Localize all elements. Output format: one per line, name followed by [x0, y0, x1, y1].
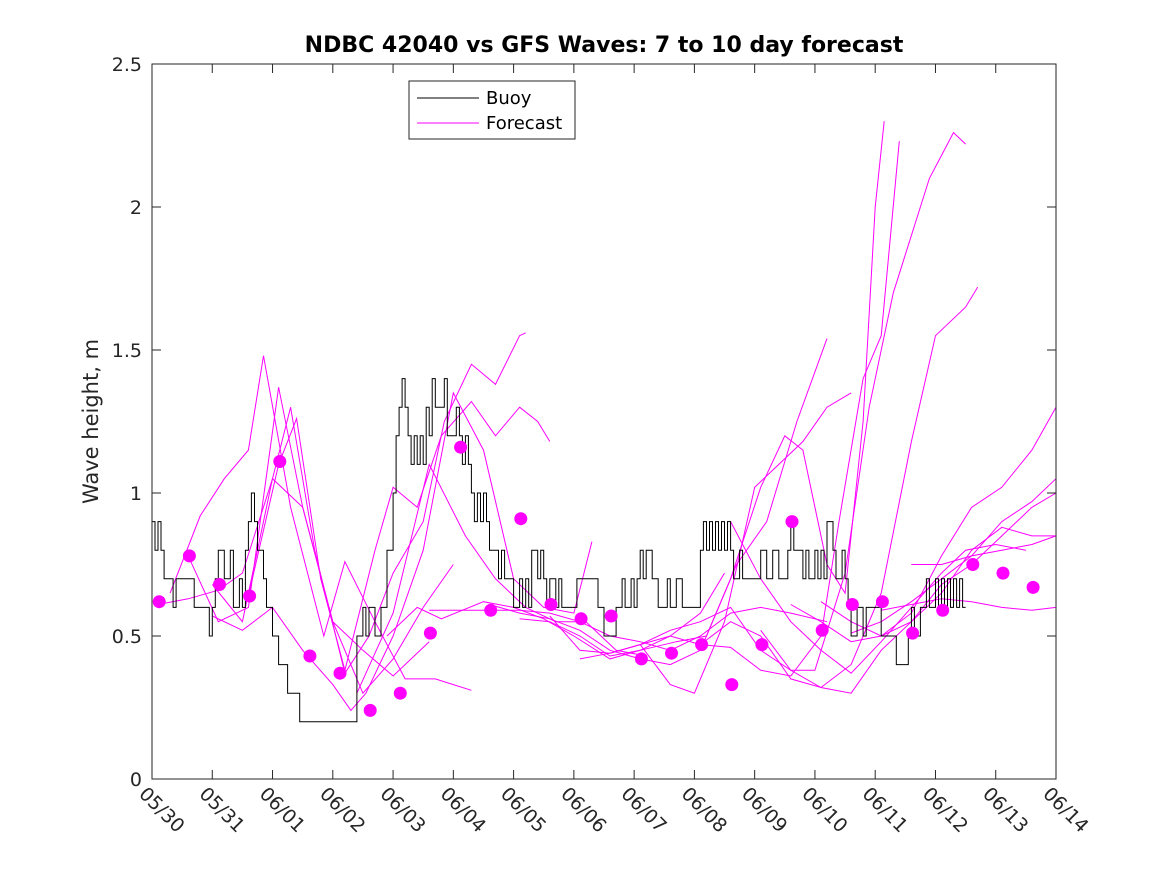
- forecast-marker: [936, 603, 950, 617]
- x-tick-label: 06/11: [858, 783, 912, 837]
- forecast-trace: [356, 462, 647, 694]
- forecast-marker: [544, 598, 558, 611]
- x-tick-label: 06/09: [737, 783, 791, 837]
- x-tick-label: 06/12: [918, 783, 972, 837]
- forecast-marker: [423, 626, 437, 640]
- x-tick-label: 06/14: [1038, 783, 1092, 837]
- forecast-trace: [247, 400, 551, 671]
- forecast-marker: [484, 603, 498, 617]
- forecast-marker: [363, 703, 377, 717]
- forecast-marker: [996, 566, 1010, 580]
- forecast-trace: [549, 392, 852, 694]
- forecast-marker: [333, 666, 347, 680]
- forecast-trace: [850, 535, 1057, 634]
- y-tick-label: 0: [130, 769, 142, 791]
- forecast-marker: [815, 623, 829, 637]
- y-tick-label: 2.5: [112, 54, 142, 76]
- plot-area: [152, 64, 1056, 779]
- x-tick-label: 06/08: [677, 783, 731, 837]
- y-tick-labels: 0 0.5 1 1.5 2 2.5: [112, 54, 142, 791]
- forecast-marker: [755, 638, 769, 652]
- forecast-marker: [966, 558, 980, 571]
- forecast-marker: [785, 515, 799, 529]
- x-tick-label: 06/10: [797, 783, 851, 837]
- x-tick-label: 06/06: [556, 783, 610, 837]
- forecast-marker: [604, 609, 618, 623]
- axes-box: [151, 63, 1057, 780]
- x-tick-label: 06/05: [496, 783, 550, 837]
- forecast-marker: [514, 512, 528, 526]
- chart-title: NDBC 42040 vs GFS Waves: 7 to 10 day for…: [305, 33, 904, 58]
- x-tick-label: 06/01: [255, 783, 309, 837]
- forecast-trace: [187, 387, 430, 677]
- legend-entry-forecast: Forecast: [486, 113, 562, 134]
- legend-entry-buoy: Buoy: [486, 88, 532, 109]
- y-tick-label: 1.5: [112, 340, 142, 362]
- x-tick-label: 06/13: [978, 783, 1032, 837]
- forecast-marker: [875, 595, 889, 609]
- forecast-trace: [169, 355, 472, 691]
- y-tick-label: 0.5: [112, 626, 142, 648]
- forecast-marker: [665, 646, 678, 660]
- forecast-trace: [639, 131, 966, 671]
- forecast-marker: [1026, 580, 1040, 594]
- forecast-trace: [386, 572, 725, 660]
- forecast-trace: [881, 598, 1057, 611]
- legend-box: [408, 80, 576, 140]
- forecast-trace: [911, 478, 1057, 565]
- forecast-trace: [700, 286, 979, 689]
- forecast-marker: [845, 598, 859, 611]
- forecast-marker: [574, 612, 588, 626]
- legend: Buoy Forecast: [408, 80, 576, 140]
- forecast-marker: [182, 549, 196, 563]
- y-tick-label: 2: [130, 197, 142, 219]
- forecast-marker: [152, 595, 166, 609]
- x-tick-label: 05/30: [134, 783, 188, 837]
- axis-ticks: [151, 63, 1057, 780]
- forecast-marker: [273, 455, 287, 468]
- forecast-marker: [393, 686, 407, 700]
- forecast-marker: [213, 578, 226, 591]
- forecast-marker: [303, 649, 317, 663]
- forecast-marker: [454, 440, 468, 454]
- forecast-trace: [730, 521, 1026, 674]
- x-tick-label: 06/02: [315, 783, 369, 837]
- x-tick-label: 05/31: [195, 783, 249, 837]
- forecast-trace: [519, 338, 828, 657]
- forecast-trace: [212, 391, 593, 712]
- x-tick-label: 06/07: [617, 783, 671, 837]
- forecast-trace: [820, 406, 1057, 637]
- forecast-marker: [906, 626, 920, 640]
- forecast-marker: [634, 652, 648, 666]
- forecast-marker: [725, 678, 739, 692]
- forecast-markers: [152, 440, 1040, 717]
- y-axis-label: Wave height, m: [79, 339, 103, 504]
- x-tick-labels: 05/30 05/31 06/01 06/02 06/03 06/04 06/05 06/06…: [134, 783, 1092, 837]
- x-tick-label: 06/04: [436, 783, 490, 837]
- forecast-marker: [243, 589, 257, 603]
- forecast-marker: [695, 638, 709, 652]
- x-tick-label: 06/03: [376, 783, 430, 837]
- y-tick-label: 1: [130, 483, 142, 505]
- forecast-trace: [211, 332, 526, 675]
